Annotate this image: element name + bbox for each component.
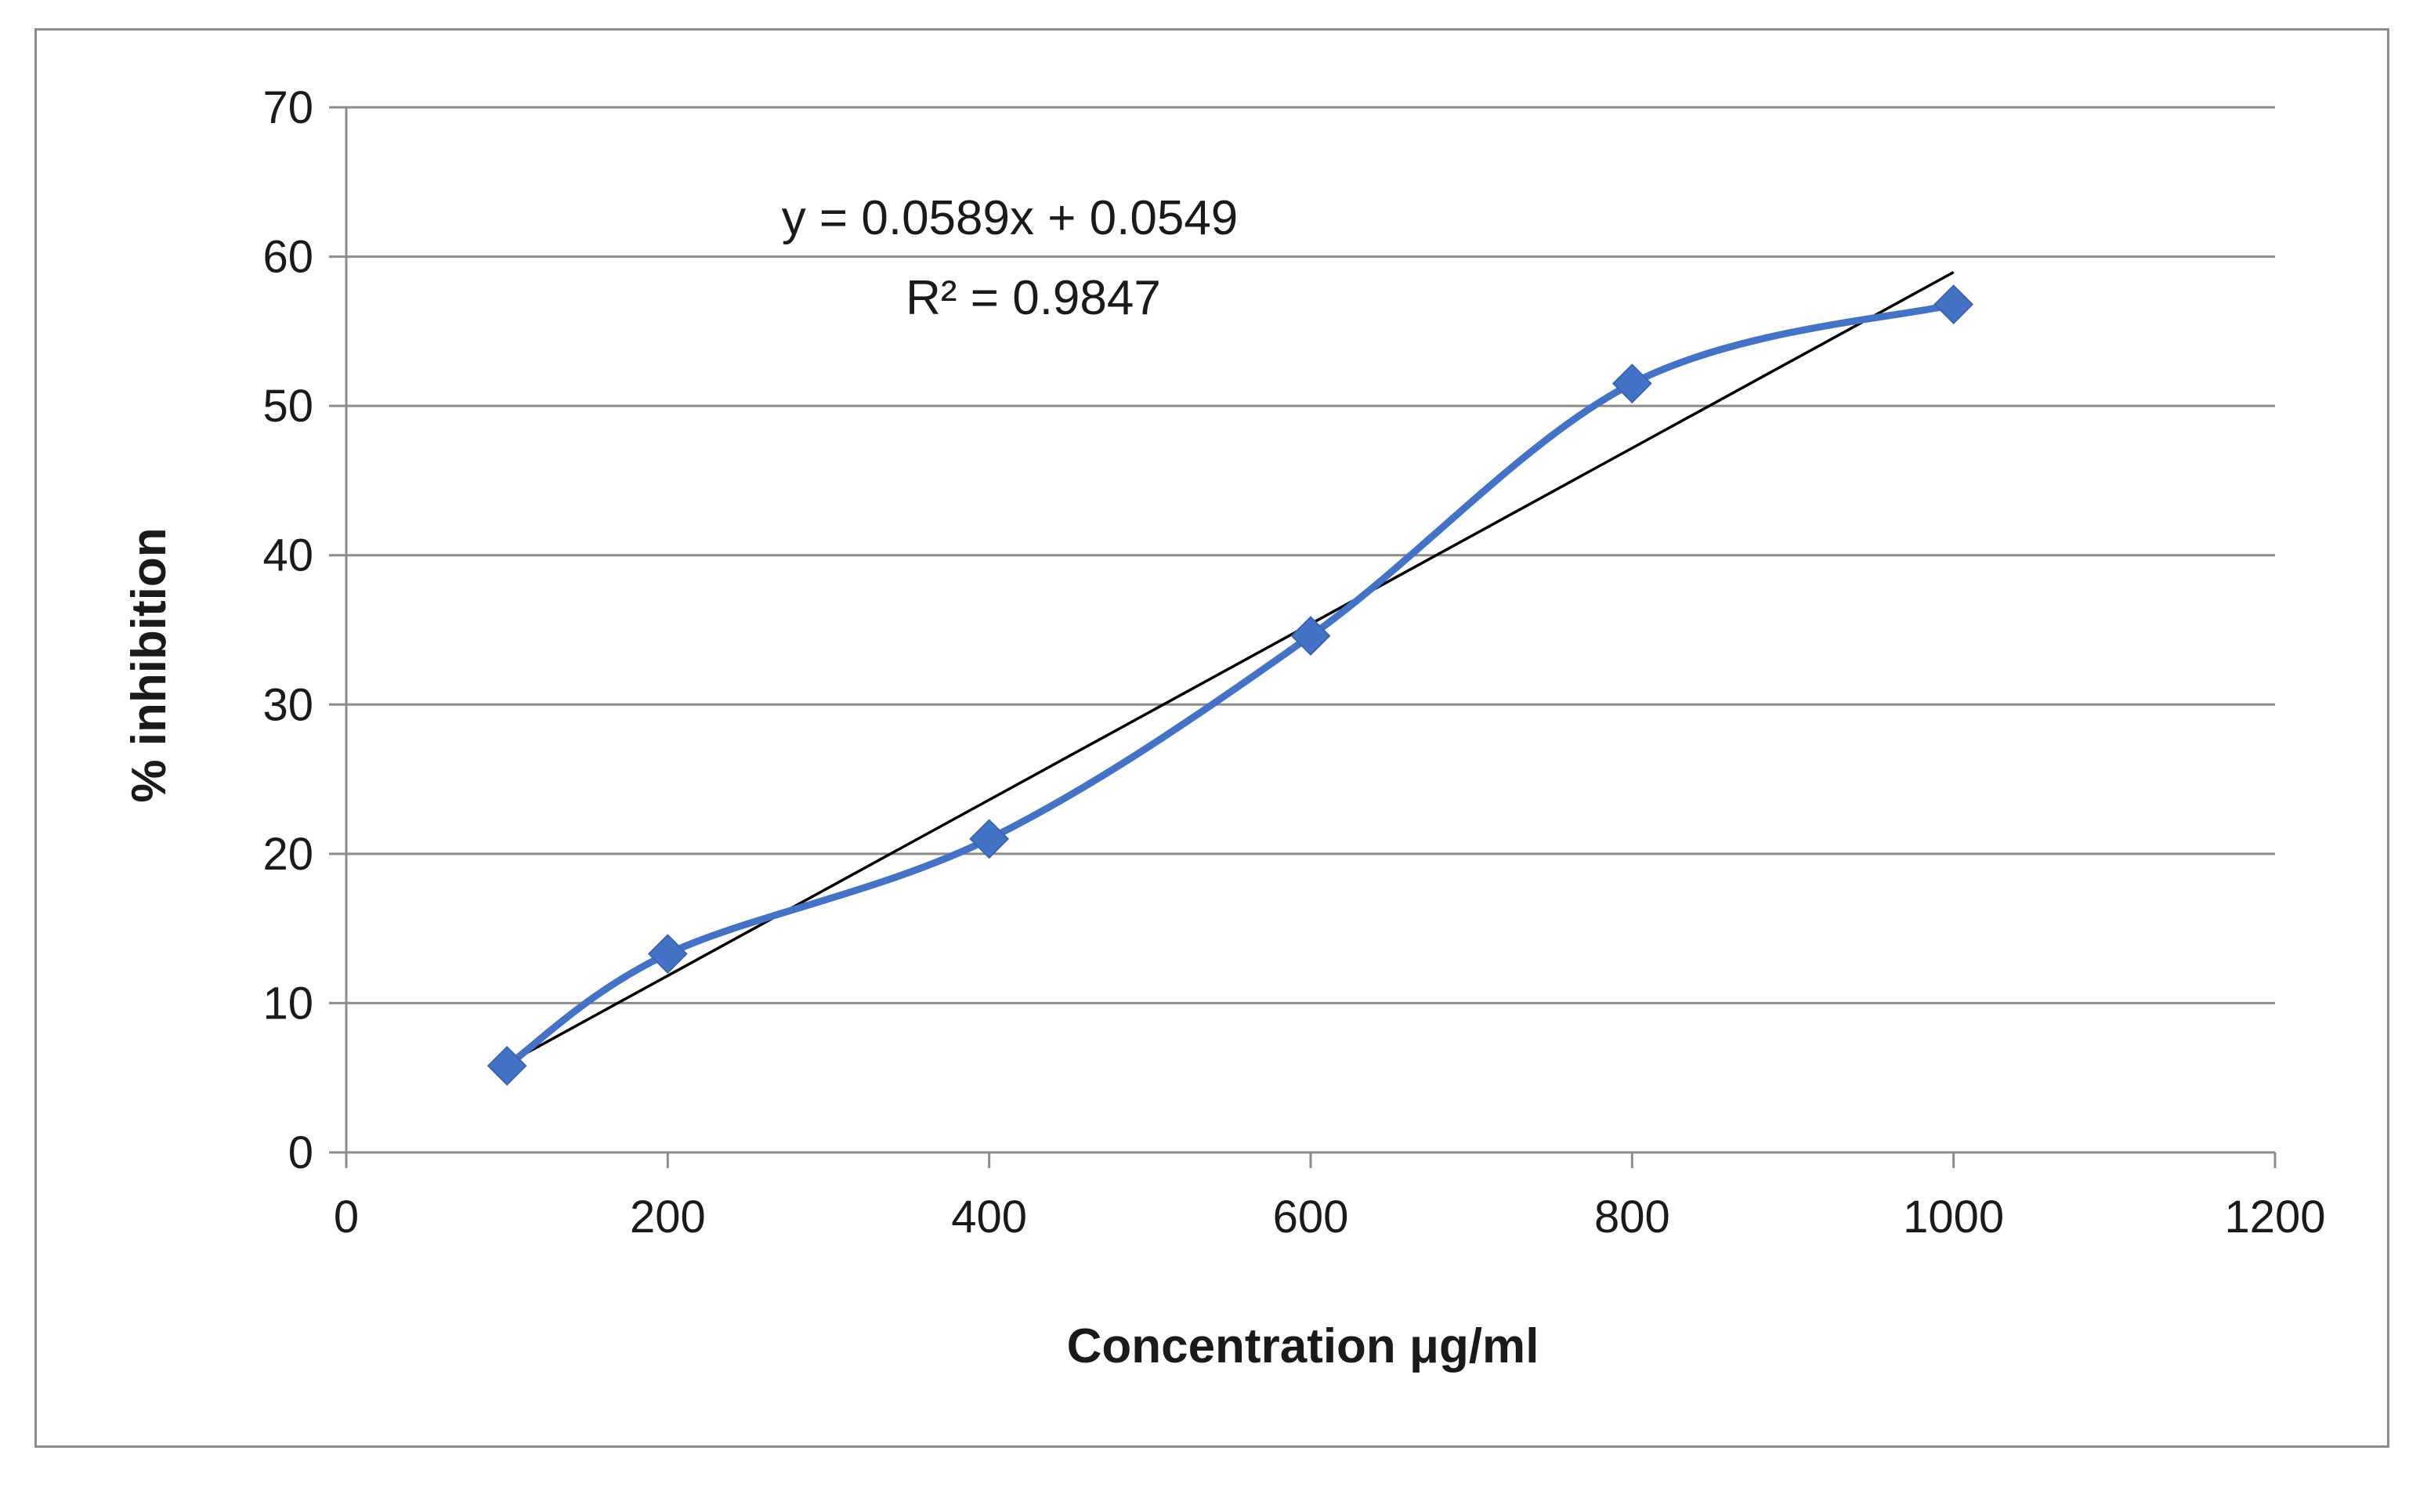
x-tick-label-200: 200 (630, 1192, 706, 1243)
markers-group (486, 284, 1974, 1086)
trendline-equation: y = 0.0589x + 0.0549 (782, 191, 1239, 245)
y-tick-label-0: 0 (288, 1127, 313, 1178)
y-tick-label-50: 50 (262, 381, 313, 432)
x-tick-label-0: 0 (334, 1192, 359, 1243)
gridlines (329, 106, 2275, 1004)
series-line-0 (503, 301, 1958, 1069)
x-tick-label-400: 400 (951, 1192, 1027, 1243)
x-axis-title: Concentration μg/ml (1067, 1319, 1539, 1373)
x-tick-label-1000: 1000 (1903, 1192, 2004, 1243)
x-tick-label-600: 600 (1273, 1192, 1349, 1243)
y-tick-label-40: 40 (262, 530, 313, 581)
data-point-800 (1611, 364, 1652, 403)
tick-labels: 0 10 20 30 40 50 60 70 0 200 400 600 800 1000 1200 (262, 82, 2325, 1243)
x-tick-label-1200: 1200 (2224, 1192, 2325, 1243)
series-group (503, 301, 1958, 1069)
x-tick-label-800: 800 (1594, 1192, 1670, 1243)
data-point-200 (647, 934, 688, 974)
trendline-group (506, 270, 1955, 1065)
data-point-600 (1290, 616, 1331, 657)
trendline (506, 270, 1955, 1065)
trendline-r-squared: R² = 0.9847 (906, 271, 1161, 325)
chart-frame: 0 10 20 30 40 50 60 70 0 200 400 600 800 1000 1200 y =… (34, 28, 2389, 1448)
data-point-100 (486, 1046, 527, 1086)
chart-svg: 0 10 20 30 40 50 60 70 0 200 400 600 800 1000 1200 y =… (122, 82, 2326, 1373)
y-tick-label-30: 30 (262, 679, 313, 730)
data-point-400 (969, 819, 1010, 859)
y-tick-label-20: 20 (262, 829, 313, 880)
data-point-1000 (1933, 284, 1974, 324)
y-axis-title: % inhibition (122, 527, 176, 802)
axes (329, 107, 2277, 1168)
y-tick-label-10: 10 (262, 978, 313, 1029)
y-tick-label-70: 70 (262, 82, 313, 133)
y-tick-label-60: 60 (262, 232, 313, 283)
